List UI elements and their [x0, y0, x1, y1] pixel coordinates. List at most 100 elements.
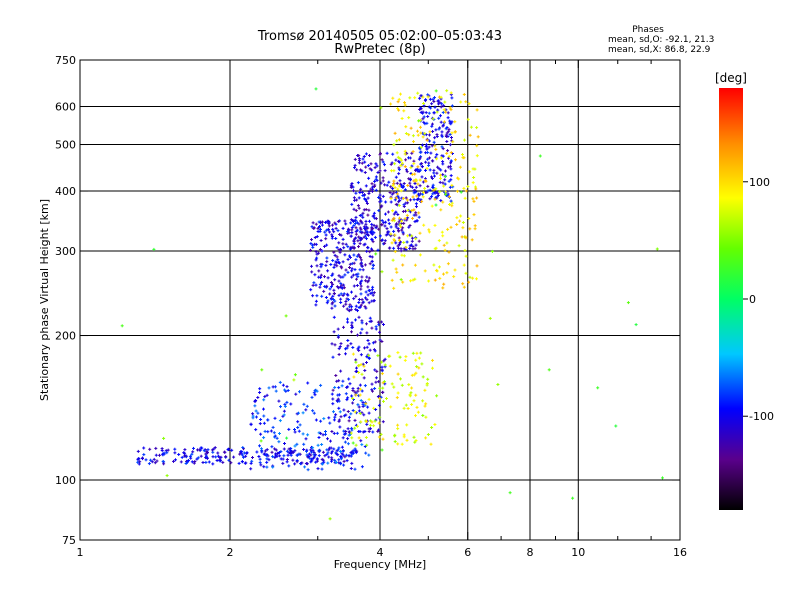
echo-point	[392, 152, 394, 156]
echo-point	[264, 449, 266, 453]
echo-point	[368, 192, 370, 195]
echo-point	[439, 95, 440, 99]
echo-point	[328, 220, 330, 223]
echo-point	[472, 181, 474, 185]
echo-point	[381, 223, 383, 227]
echo-point	[416, 219, 418, 223]
echo-point	[450, 178, 452, 182]
echo-point	[297, 426, 299, 429]
echo-point	[422, 195, 424, 199]
echo-point	[317, 230, 319, 233]
echo-point	[364, 263, 366, 267]
echo-point	[354, 222, 356, 225]
echo-point	[337, 258, 339, 262]
echo-point	[415, 213, 417, 217]
echo-point	[327, 437, 328, 441]
echo-point	[412, 278, 414, 282]
echo-point	[352, 346, 354, 349]
echo-point	[423, 115, 425, 119]
echo-point	[335, 374, 337, 377]
echo-point	[338, 446, 340, 450]
echo-point	[436, 157, 438, 161]
echo-point	[391, 192, 393, 196]
echo-point	[356, 277, 357, 281]
echo-point	[336, 255, 338, 259]
echo-point	[403, 433, 405, 437]
echo-point	[231, 448, 233, 452]
echo-point	[200, 454, 202, 458]
echo-point	[294, 449, 296, 453]
echo-point	[397, 391, 399, 395]
echo-point	[451, 131, 453, 135]
echo-point	[340, 292, 342, 296]
echo-point	[321, 262, 323, 266]
echo-point	[367, 196, 369, 200]
echo-point	[390, 234, 392, 238]
echo-point	[219, 458, 221, 462]
echo-point	[312, 448, 314, 452]
echo-point	[355, 226, 357, 230]
echo-point	[360, 303, 362, 307]
echo-point	[428, 230, 430, 234]
echo-point	[197, 456, 199, 460]
echo-point	[449, 133, 451, 136]
y-tick-label: 500	[55, 139, 76, 152]
echo-point	[342, 275, 344, 279]
echo-point	[347, 293, 349, 297]
echo-point	[422, 399, 424, 403]
echo-point	[375, 226, 377, 230]
echo-point	[305, 408, 307, 412]
echo-point	[156, 459, 158, 463]
echo-point	[410, 178, 411, 182]
echo-point	[159, 453, 160, 457]
echo-point	[433, 190, 435, 194]
echo-point	[450, 91, 452, 95]
echo-point	[325, 430, 326, 433]
echo-point	[390, 162, 392, 166]
echo-point	[414, 182, 416, 185]
echo-point	[318, 269, 320, 273]
echo-point	[371, 326, 373, 330]
echo-point	[365, 152, 367, 156]
echo-point	[378, 196, 380, 199]
echo-point	[198, 448, 200, 452]
echo-point	[351, 226, 353, 230]
echo-point	[317, 467, 319, 471]
echo-point	[301, 461, 303, 465]
echo-point	[427, 115, 429, 118]
echo-point	[359, 242, 361, 246]
echo-point	[439, 190, 441, 194]
echo-point	[285, 314, 287, 318]
echo-point	[375, 188, 377, 192]
echo-point	[381, 360, 383, 364]
echo-point	[441, 154, 443, 158]
echo-point	[319, 448, 321, 452]
echo-point	[321, 280, 323, 284]
echo-point	[368, 453, 370, 457]
x-tick-label: 1	[77, 546, 84, 559]
echo-point	[332, 259, 334, 262]
echo-point	[450, 93, 452, 97]
echo-point	[331, 456, 333, 460]
echo-point	[279, 432, 280, 435]
echo-point	[449, 203, 450, 206]
echo-point	[409, 224, 411, 227]
echo-point	[290, 453, 292, 457]
y-axis-label: Stationary phase Virtual Height [km]	[38, 199, 51, 401]
echo-point	[372, 293, 374, 297]
echo-point	[364, 226, 366, 230]
echo-point	[202, 461, 204, 464]
echo-point	[420, 125, 421, 129]
echo-point	[428, 164, 430, 167]
echo-point	[366, 419, 367, 423]
echo-point	[615, 424, 617, 428]
echo-point	[294, 373, 296, 377]
echo-point	[325, 233, 327, 237]
echo-point	[337, 448, 339, 452]
echo-point	[278, 399, 280, 403]
echo-point	[373, 291, 375, 295]
echo-point	[407, 208, 409, 212]
echo-point	[322, 450, 324, 454]
echo-point	[363, 155, 365, 158]
echo-point	[333, 265, 335, 269]
